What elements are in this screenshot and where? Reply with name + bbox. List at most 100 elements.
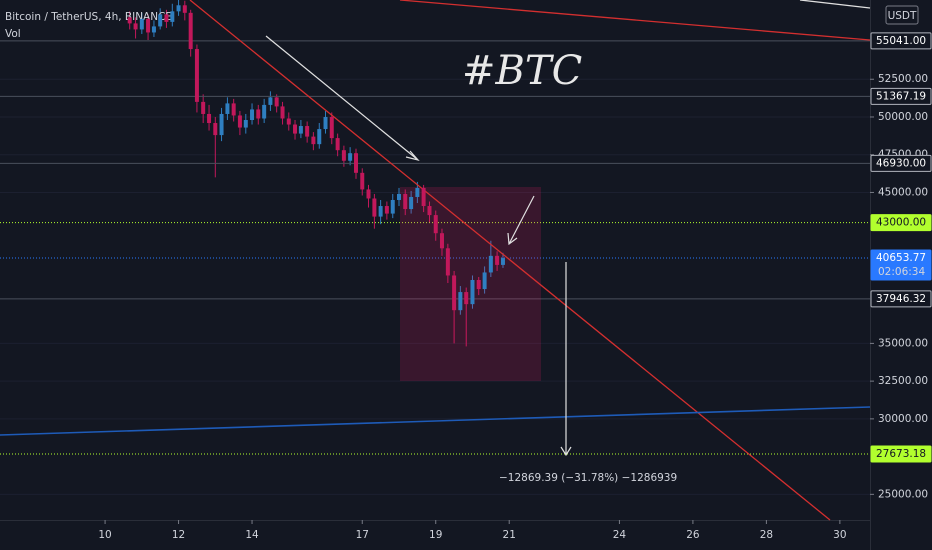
price-level-badge — [870, 290, 932, 308]
candle-body — [378, 206, 383, 217]
candle-body — [476, 280, 481, 290]
price-level-label: 40653.77 — [876, 252, 926, 264]
candle-body — [201, 101, 206, 114]
handwritten-note: #BTC — [462, 48, 582, 94]
candle-body — [256, 109, 261, 119]
y-tick-label: 32500.00 — [878, 375, 928, 387]
candle-body — [470, 280, 475, 305]
candle-body — [452, 275, 457, 311]
price-level-label: 37946.32 — [876, 293, 926, 305]
candle-body — [139, 18, 144, 30]
candle-body — [151, 26, 156, 33]
candle-body — [305, 126, 310, 137]
drawn-line — [799, 0, 871, 9]
candle-body — [427, 206, 432, 216]
candle-body — [274, 97, 279, 107]
candle-body — [231, 103, 236, 116]
candle-body — [188, 12, 193, 50]
candle-body — [213, 123, 218, 136]
candle-body — [335, 138, 340, 151]
trend-line — [189, 0, 831, 521]
y-tick-label: 52500.00 — [878, 73, 928, 85]
candle-body — [133, 23, 138, 30]
x-tick-label: 14 — [245, 529, 259, 541]
candle-body — [262, 104, 267, 119]
volume-label: Vol — [5, 28, 21, 40]
candle-body — [482, 272, 487, 290]
candle-body — [182, 5, 187, 13]
candle-body — [354, 153, 359, 173]
x-tick-label: 10 — [98, 529, 111, 541]
candle-body — [409, 196, 414, 210]
candle-body — [311, 136, 316, 145]
x-tick-label: 24 — [613, 529, 627, 541]
price-level-label: 55041.00 — [876, 35, 926, 47]
candle-body — [403, 193, 408, 210]
y-tick-label: 50000.00 — [878, 111, 928, 123]
price-level-label: 27673.18 — [876, 448, 926, 460]
price-level-label: 51367.19 — [876, 90, 926, 102]
candle-body — [146, 18, 151, 33]
price-level-badge — [870, 214, 932, 232]
price-level-badge — [870, 32, 932, 50]
candle-body — [372, 198, 377, 217]
unit: USDT — [888, 10, 917, 22]
candle-body — [127, 17, 132, 24]
measure-label: −12869.39 (−31.78%) −1286939 — [499, 472, 677, 484]
candle-body — [329, 116, 334, 139]
candle-body — [286, 118, 291, 125]
candle-body — [341, 150, 346, 161]
x-tick-label: 28 — [760, 529, 773, 541]
x-tick-label: 21 — [503, 529, 516, 541]
x-tick-label: 19 — [429, 529, 442, 541]
arrow — [507, 195, 535, 246]
price-level-label: 46930.00 — [876, 157, 926, 169]
x-tick-label: 17 — [356, 529, 369, 541]
candle-body — [366, 189, 371, 199]
candle-body — [317, 129, 322, 145]
candle-body — [298, 126, 303, 134]
candle-body — [421, 187, 426, 207]
price-level-badge — [870, 445, 932, 463]
trend-line — [0, 406, 871, 436]
candle-body — [396, 193, 401, 200]
candle-body — [384, 206, 389, 214]
candle-body — [194, 49, 199, 102]
measure-arrow — [560, 262, 572, 457]
candle-body — [207, 113, 212, 124]
x-tick-label: 26 — [686, 529, 700, 541]
candle-body — [445, 248, 450, 276]
candle-body — [495, 255, 500, 265]
candle-body — [158, 14, 163, 27]
candle-body — [464, 292, 469, 305]
candle-body — [164, 14, 169, 22]
candle-body — [323, 116, 328, 130]
price-level-badge — [870, 154, 932, 172]
unit-badge — [885, 5, 919, 25]
plot — [0, 0, 870, 495]
price-level-label: 43000.00 — [876, 217, 926, 229]
candle-body — [500, 258, 505, 265]
candle-body — [280, 106, 285, 119]
candle-body — [250, 109, 255, 120]
y-tick-label: 30000.00 — [878, 413, 928, 425]
candle-body — [170, 11, 175, 22]
price-level-badge — [870, 249, 932, 281]
candle-body — [219, 113, 224, 136]
candle-body — [415, 187, 420, 197]
candle-body — [433, 215, 438, 234]
candle-body — [488, 255, 493, 273]
x-tick-label: 12 — [172, 529, 185, 541]
candle-body — [439, 233, 444, 249]
candle-body — [243, 120, 248, 128]
arrows — [265, 35, 572, 457]
candle-body — [237, 115, 242, 128]
candle-body — [390, 200, 395, 214]
y-tick-label: 25000.00 — [878, 488, 928, 500]
arrow — [265, 35, 420, 162]
candle-body — [360, 172, 365, 190]
price-level-badge — [870, 87, 932, 105]
candle-body — [176, 5, 181, 12]
